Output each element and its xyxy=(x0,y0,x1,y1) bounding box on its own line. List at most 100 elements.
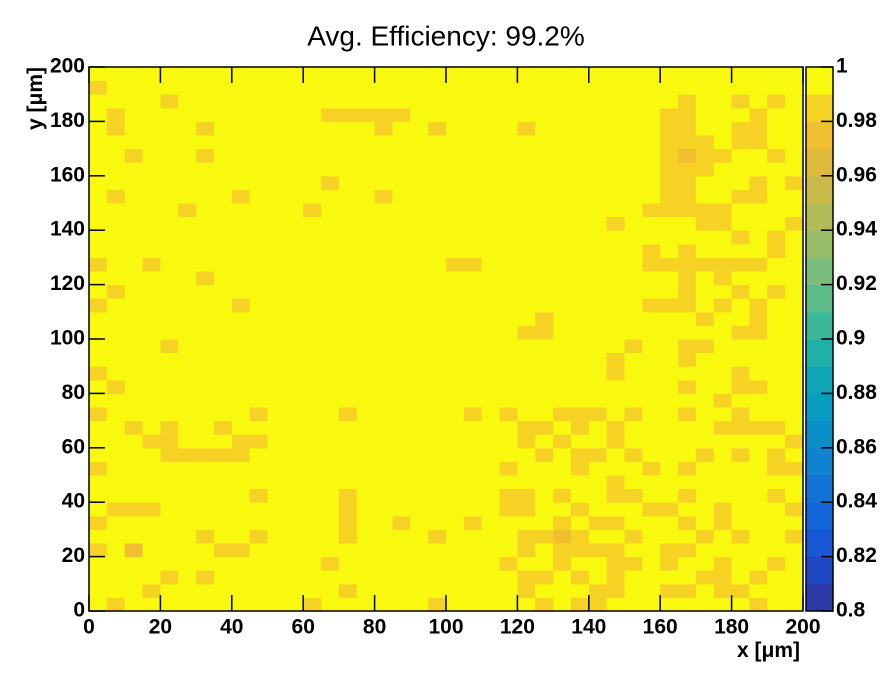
heatmap-cell xyxy=(267,135,286,150)
heatmap-cell xyxy=(713,230,733,245)
heatmap-cell xyxy=(374,94,393,109)
heatmap-cell xyxy=(303,243,322,258)
heatmap-cell xyxy=(249,352,268,367)
heatmap-cell xyxy=(695,243,715,258)
heatmap-cell xyxy=(446,570,465,585)
heatmap-cell xyxy=(588,121,608,136)
heatmap-cell xyxy=(285,543,304,558)
heatmap-cell xyxy=(303,148,322,163)
heatmap-cell xyxy=(749,434,768,449)
heatmap-cell xyxy=(499,543,518,558)
heatmap-cell xyxy=(517,379,536,394)
heatmap-cell xyxy=(660,271,679,286)
heatmap-cell xyxy=(178,325,197,340)
heatmap-cell xyxy=(499,67,518,82)
heatmap-cell xyxy=(642,393,661,408)
heatmap-cell xyxy=(642,162,661,177)
heatmap-cell xyxy=(606,94,625,109)
heatmap-cell xyxy=(749,175,768,190)
heatmap-cell xyxy=(392,230,411,245)
heatmap-cell xyxy=(446,216,465,231)
heatmap-cell xyxy=(303,529,322,544)
heatmap-cell xyxy=(410,529,429,544)
heatmap-cell xyxy=(499,135,518,150)
heatmap-cell xyxy=(570,311,590,326)
heatmap-cell xyxy=(481,148,501,163)
heatmap-cell xyxy=(642,570,661,585)
heatmap-cell xyxy=(267,543,286,558)
heatmap-cell xyxy=(695,311,715,326)
heatmap-cell xyxy=(749,339,768,354)
heatmap-cell xyxy=(106,311,126,326)
heatmap-cell xyxy=(196,366,215,381)
heatmap-cell xyxy=(231,135,251,150)
heatmap-cell xyxy=(124,583,144,598)
heatmap-cell xyxy=(374,529,393,544)
heatmap-cell xyxy=(553,461,572,476)
heatmap-cell xyxy=(606,583,625,598)
heatmap-cell xyxy=(446,379,465,394)
heatmap-cell xyxy=(553,203,572,218)
heatmap-cell xyxy=(588,379,608,394)
heatmap-cell xyxy=(660,407,679,422)
heatmap-cell xyxy=(178,230,197,245)
heatmap-cell xyxy=(213,379,233,394)
heatmap-cell xyxy=(356,407,376,422)
heatmap-cell xyxy=(338,189,358,204)
heatmap-cell xyxy=(570,583,590,598)
heatmap-cell xyxy=(446,80,465,95)
y-tick-label: 160 xyxy=(50,163,85,186)
heatmap-cell xyxy=(374,107,393,122)
heatmap-cell xyxy=(106,475,126,490)
heatmap-cell xyxy=(338,570,358,585)
heatmap-cell xyxy=(749,216,768,231)
heatmap-cell xyxy=(303,216,322,231)
heatmap-cell xyxy=(642,216,661,231)
heatmap-cell xyxy=(695,257,715,272)
heatmap-cell xyxy=(535,107,554,122)
heatmap-cell xyxy=(338,121,358,136)
y-tick-label: 80 xyxy=(62,381,85,404)
heatmap-cell xyxy=(642,257,661,272)
heatmap-cell xyxy=(392,135,411,150)
heatmap-cell xyxy=(124,393,144,408)
heatmap-cell xyxy=(570,556,590,571)
heatmap-cell xyxy=(231,393,251,408)
heatmap-cell xyxy=(624,488,643,503)
heatmap-cell xyxy=(695,447,715,462)
heatmap-cell xyxy=(731,379,750,394)
heatmap-cell xyxy=(588,325,608,340)
heatmap-cell xyxy=(624,393,643,408)
heatmap-cell xyxy=(213,556,233,571)
heatmap-cell xyxy=(767,352,786,367)
heatmap-cell xyxy=(160,243,179,258)
heatmap-cell xyxy=(321,257,340,272)
heatmap-cell xyxy=(499,556,518,571)
heatmap-cell xyxy=(553,515,572,530)
heatmap-cell xyxy=(553,325,572,340)
heatmap-cell xyxy=(517,175,536,190)
heatmap-cell xyxy=(606,597,625,612)
heatmap-cell xyxy=(338,107,358,122)
heatmap-cell xyxy=(249,379,268,394)
heatmap-cell xyxy=(285,379,304,394)
heatmap-cell xyxy=(160,597,179,612)
heatmap-cell xyxy=(285,488,304,503)
heatmap-cell xyxy=(624,583,643,598)
heatmap-cell xyxy=(410,379,429,394)
heatmap-cell xyxy=(785,515,804,530)
heatmap-cell xyxy=(570,243,590,258)
y-tick-label: 140 xyxy=(50,218,85,241)
heatmap-cell xyxy=(303,556,322,571)
heatmap-cell xyxy=(196,529,215,544)
heatmap-cell xyxy=(285,67,304,82)
heatmap-cell xyxy=(410,366,429,381)
heatmap-cell xyxy=(553,543,572,558)
heatmap-cell xyxy=(570,488,590,503)
heatmap-cell xyxy=(249,80,268,95)
heatmap-cell xyxy=(785,583,804,598)
heatmap-cell xyxy=(517,352,536,367)
heatmap-cell xyxy=(660,488,679,503)
heatmap-cell xyxy=(731,94,750,109)
heatmap-cell xyxy=(178,311,197,326)
